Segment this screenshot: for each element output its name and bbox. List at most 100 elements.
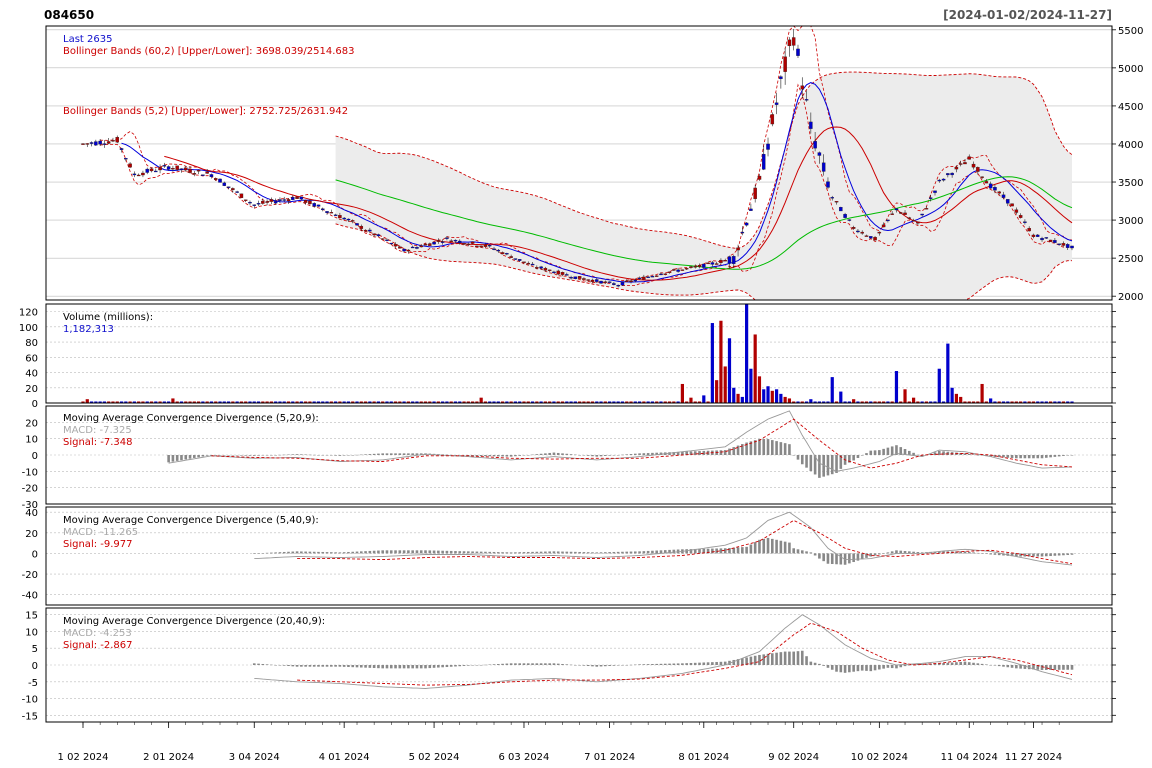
candle-body [603, 281, 608, 283]
candle-body [937, 179, 942, 182]
macd2-histogram-bar [278, 552, 282, 554]
x-tick-label: 5 02 2024 [409, 752, 460, 763]
volume-bar [81, 401, 85, 403]
volume-bar [522, 401, 526, 403]
macd3-histogram-bar [522, 663, 526, 665]
macd3-histogram-bar [428, 665, 432, 669]
macd2-histogram-bar [848, 553, 851, 564]
macd3-ytick-label: -15 [22, 711, 38, 722]
macd1-histogram-bar [946, 451, 950, 455]
candle-body [1053, 240, 1057, 243]
macd2-signal-line [297, 519, 1073, 565]
macd2-histogram-bar [702, 548, 706, 554]
volume-bar [248, 401, 252, 403]
macd1-histogram-bar [496, 455, 500, 457]
volume-bar [834, 401, 839, 403]
volume-bar [291, 401, 295, 403]
candle-body [505, 253, 509, 255]
macd1-histogram-bar [942, 451, 945, 455]
macd2-histogram-bar [633, 551, 637, 554]
macd2-histogram-bar [471, 551, 474, 554]
macd3-histogram-bar [663, 663, 667, 665]
volume-bar [119, 401, 124, 403]
volume-bar [85, 399, 89, 403]
candle-body [539, 266, 543, 269]
macd1-histogram-bar [235, 455, 239, 456]
volume-bar [937, 368, 941, 403]
candle-body [569, 277, 573, 279]
candle-body [813, 141, 817, 149]
candle-body [800, 85, 805, 90]
volume-bar [321, 401, 325, 403]
macd1-histogram-bar [719, 450, 723, 455]
volume-bar [124, 401, 128, 403]
volume-bar [265, 401, 269, 403]
macd2-histogram-bar [544, 551, 547, 554]
volume-bar [702, 395, 706, 403]
macd3-histogram-bar [501, 663, 504, 665]
macd1-histogram-bar [193, 455, 196, 458]
macd3-histogram-bar [389, 665, 393, 669]
macd2-histogram-bar [295, 551, 299, 554]
candle-body [676, 269, 680, 272]
macd2-histogram-bar [312, 551, 316, 554]
macd3-histogram-bar [681, 663, 684, 665]
macd3-histogram-bar [993, 665, 997, 666]
x-tick-label: 4 01 2024 [319, 752, 370, 763]
volume-ytick-label: 80 [25, 338, 38, 349]
macd2-histogram-bar [621, 551, 624, 554]
candle-body [654, 275, 659, 277]
macd2-histogram-bar [467, 551, 470, 554]
macd1-histogram-bar [655, 452, 659, 455]
macd3-histogram-bar [886, 665, 890, 668]
volume-bar [393, 401, 398, 403]
macd1-histogram-bar [899, 447, 903, 455]
macd3-histogram-bar [1070, 665, 1074, 670]
macd1-histogram-bar [321, 455, 325, 456]
candle-body [629, 280, 633, 283]
candle-body [338, 215, 342, 219]
candle-body [770, 114, 775, 125]
candle-body [196, 169, 201, 172]
macd2-histogram-bar [492, 551, 496, 554]
macd2-histogram-bar [912, 551, 915, 554]
macd2-histogram-bar [437, 550, 440, 554]
macd3-histogram-bar [959, 661, 962, 665]
candle-body [577, 276, 582, 279]
candle-body [85, 143, 90, 145]
macd1-histogram-bar [475, 455, 479, 456]
macd2-histogram-bar [556, 551, 560, 554]
volume-bar [295, 401, 299, 403]
macd3-histogram-bar [621, 665, 624, 666]
macd1-histogram-bar [848, 455, 851, 463]
volume-bar [817, 401, 821, 403]
macd2-histogram-bar [261, 553, 265, 554]
macd2-histogram-bar [646, 550, 650, 554]
volume-bar [637, 401, 642, 403]
macd1-histogram-bar [762, 439, 766, 455]
macd3-histogram-bar [586, 665, 590, 667]
candle-body [261, 200, 265, 204]
macd3-histogram-bar [749, 656, 753, 665]
macd1-histogram-bar [608, 455, 611, 456]
macd1-signal-line [211, 418, 1073, 469]
macd2-histogram-bar [338, 552, 342, 554]
volume-bar [115, 401, 119, 403]
candle-body [470, 241, 475, 244]
macd1-histogram-bar [389, 453, 393, 455]
macd1-histogram-bar [908, 450, 911, 455]
macd2-histogram-bar [561, 551, 564, 554]
macd2-histogram-bar [334, 552, 337, 554]
macd3-histogram-bar [509, 663, 513, 665]
macd3-signal-label: Signal: -2.867 [63, 640, 133, 651]
macd2-histogram-bar [282, 551, 286, 554]
candle-body [928, 197, 933, 199]
macd2-histogram-bar [916, 552, 920, 554]
volume-bar [475, 401, 479, 403]
macd2-histogram-bar [899, 550, 903, 554]
volume-bar [445, 401, 449, 403]
candle-body [736, 247, 740, 251]
macd1-histogram-bar [535, 454, 539, 455]
macd2-histogram-bar [796, 549, 800, 554]
